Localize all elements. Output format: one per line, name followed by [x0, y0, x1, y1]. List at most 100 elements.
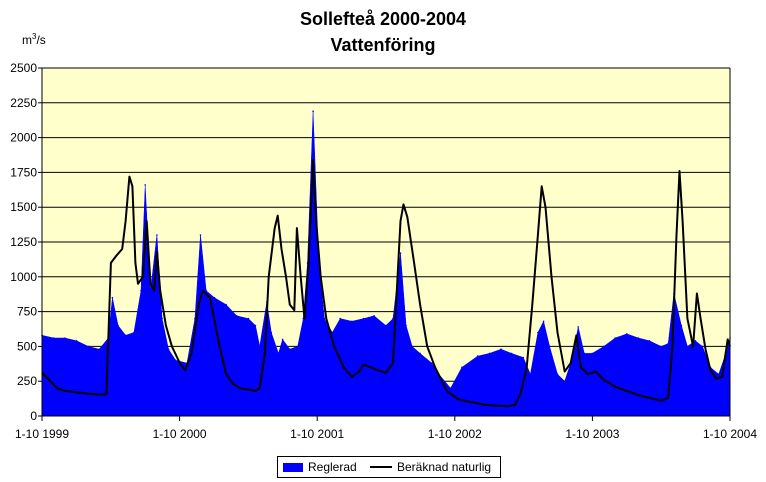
series-beraknad-point-104 [700, 318, 702, 320]
series-reglerad-point-72 [637, 337, 640, 339]
series-beraknad-point-65 [413, 262, 415, 264]
series-beraknad-point-109 [727, 338, 729, 340]
series-reglerad-point-25 [247, 317, 250, 320]
series-beraknad-point-102 [692, 345, 694, 347]
series-reglerad-point-19 [194, 317, 196, 320]
xtick-label-4: 1-10 2003 [565, 427, 619, 441]
series-beraknad-point-89 [595, 370, 597, 373]
series-reglerad-point-31 [281, 338, 284, 341]
series-reglerad-point-63 [556, 373, 559, 376]
series-beraknad-point-26 [190, 352, 193, 354]
series-reglerad-point-47 [405, 324, 407, 327]
series-reglerad-point-67 [583, 352, 586, 355]
series-beraknad-point-67 [426, 345, 428, 347]
series-beraknad-point-24 [179, 362, 181, 364]
series-reglerad-point-7 [111, 296, 114, 299]
series-reglerad-point-69 [603, 345, 605, 348]
series-beraknad-point-44 [293, 309, 295, 311]
series-beraknad-point-99 [678, 170, 681, 172]
ytick-label-1500: 1500 [10, 200, 37, 214]
ytick-label-0: 0 [30, 409, 37, 423]
series-reglerad-point-68 [591, 352, 593, 355]
series-beraknad-point-47 [303, 318, 306, 320]
series-beraknad-point-11 [125, 220, 127, 222]
series-reglerad-point-50 [431, 362, 433, 364]
series-reglerad-point-59 [529, 373, 532, 376]
series-beraknad-point-6 [98, 393, 100, 395]
series-beraknad-point-83 [556, 331, 559, 334]
series-beraknad-point-73 [495, 405, 498, 407]
series-beraknad-point-79 [537, 234, 539, 236]
chart-title: Sollefteå 2000-2004 [299, 9, 467, 29]
series-reglerad-point-3 [75, 340, 78, 342]
series-beraknad-point-77 [526, 366, 528, 368]
series-beraknad-point-29 [209, 297, 211, 299]
y-unit-exponent: 3 [32, 32, 37, 41]
series-reglerad-point-42 [362, 317, 365, 320]
series-reglerad-point-71 [626, 333, 628, 335]
series-beraknad-point-38 [268, 276, 270, 278]
series-beraknad-point-10 [121, 248, 123, 250]
series-reglerad-point-13 [149, 289, 152, 292]
series-reglerad-point-53 [461, 366, 463, 369]
series-reglerad-point-55 [488, 352, 491, 355]
series-beraknad-point-71 [471, 401, 473, 403]
series-beraknad-point-52 [325, 318, 327, 320]
series-beraknad-point-96 [667, 397, 669, 399]
series-reglerad-point-60 [537, 331, 539, 334]
series-beraknad-point-49 [312, 159, 314, 161]
series-beraknad-point-100 [682, 220, 684, 222]
series-beraknad-point-58 [370, 366, 372, 368]
series-beraknad-point-50 [315, 220, 317, 222]
series-beraknad-point-36 [259, 387, 261, 389]
series-beraknad-point-32 [232, 383, 234, 385]
series-beraknad-point-82 [550, 276, 553, 278]
xtick-label-0: 1-10 1999 [15, 427, 69, 441]
series-reglerad-point-36 [312, 110, 314, 112]
series-beraknad-point-86 [575, 334, 578, 336]
series-beraknad-point-8 [110, 262, 112, 264]
series-reglerad-point-66 [577, 326, 579, 328]
series-reglerad-point-32 [289, 348, 291, 351]
series-beraknad-point-31 [225, 373, 227, 375]
series-beraknad-point-37 [264, 352, 266, 354]
series-reglerad-point-8 [117, 324, 119, 327]
series-reglerad-point-82 [717, 373, 720, 376]
series-beraknad-point-14 [134, 262, 136, 264]
series-beraknad-point-57 [363, 363, 365, 366]
y-unit-base: m [22, 33, 32, 47]
ytick-label-1250: 1250 [10, 235, 37, 249]
series-beraknad-point-25 [184, 369, 186, 371]
series-beraknad-point-101 [686, 318, 689, 320]
series-beraknad-point-98 [675, 234, 678, 236]
xtick-label-2: 1-10 2001 [290, 427, 344, 441]
series-beraknad-point-88 [587, 373, 589, 375]
legend-label-reglerad: Reglerad [308, 460, 357, 474]
series-reglerad-point-33 [296, 345, 299, 348]
series-beraknad-point-3 [64, 390, 66, 392]
series-reglerad-point-77 [680, 324, 683, 327]
series-beraknad-point-42 [285, 276, 287, 278]
series-beraknad-point-45 [296, 227, 298, 229]
series-beraknad-point-62 [399, 220, 402, 222]
ytick-label-250: 250 [17, 374, 37, 388]
series-reglerad-point-44 [385, 324, 387, 327]
series-beraknad-point-84 [564, 370, 566, 373]
legend-swatch-reglerad [283, 462, 303, 472]
series-beraknad-point-78 [531, 304, 533, 306]
series-reglerad-point-45 [392, 317, 394, 320]
series-reglerad-point-52 [449, 387, 452, 390]
series-reglerad-point-58 [522, 356, 525, 359]
series-reglerad-point-75 [667, 342, 669, 345]
series-reglerad-point-49 [419, 352, 421, 355]
series-reglerad-point-12 [144, 184, 146, 186]
legend: Reglerad Beräknad naturlig [277, 456, 501, 478]
series-beraknad-point-55 [351, 376, 353, 378]
series-beraknad-point-85 [570, 362, 572, 364]
series-beraknad-point-91 [614, 386, 616, 388]
series-beraknad-point-15 [137, 283, 139, 285]
series-beraknad-point-18 [149, 283, 152, 285]
series-reglerad-point-4 [87, 345, 90, 348]
ytick-label-2250: 2250 [10, 96, 37, 110]
series-beraknad-point-103 [696, 292, 698, 295]
